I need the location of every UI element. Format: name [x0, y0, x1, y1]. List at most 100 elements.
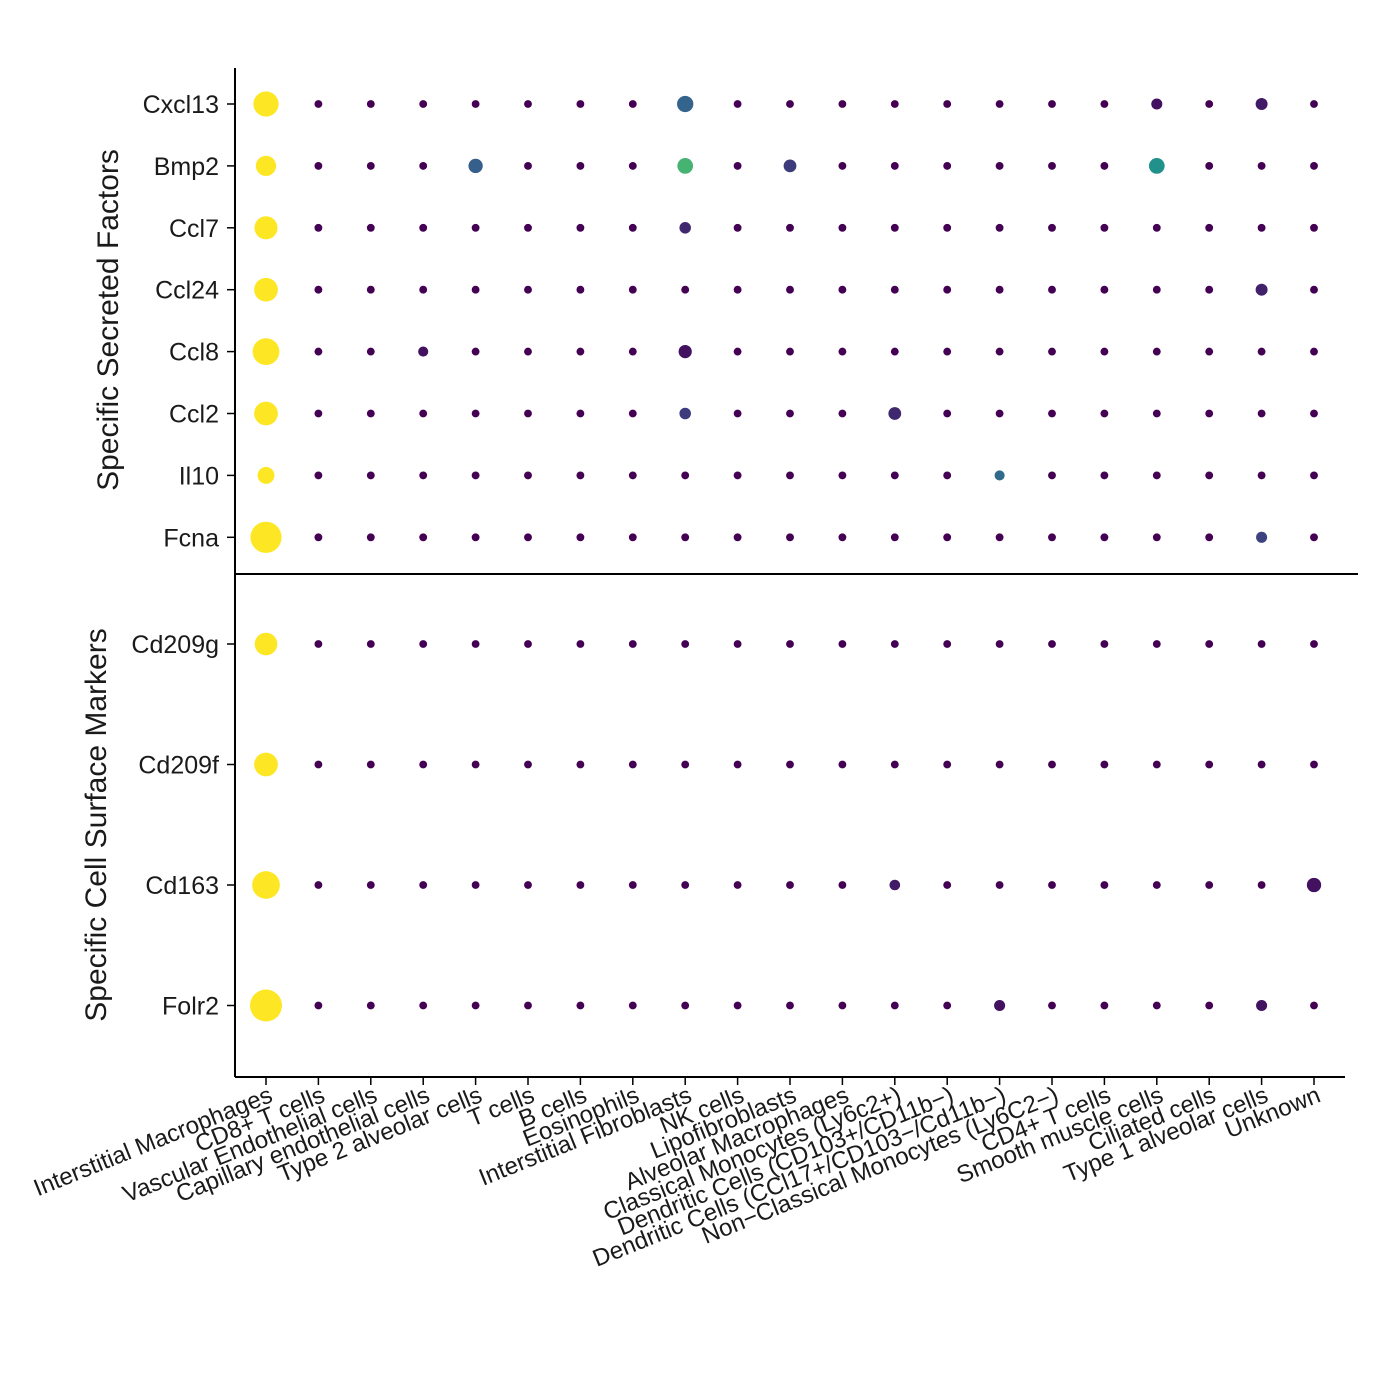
dot-ccl2-13 — [943, 409, 952, 418]
dot-cxcl13-10 — [786, 100, 794, 108]
axes — [227, 68, 1358, 1085]
dot-ccl8-17 — [1152, 347, 1161, 356]
dot-ccl2-18 — [1205, 409, 1214, 418]
dot-cd163-5 — [524, 881, 532, 889]
dot-cd209g-1 — [314, 640, 323, 648]
dot-ccl2-9 — [733, 409, 742, 418]
dot-cd209f-10 — [786, 760, 794, 769]
dot-cd209g-18 — [1205, 640, 1214, 648]
dot-ccl2-4 — [471, 409, 480, 418]
dot-cd163-19 — [1257, 881, 1266, 889]
dot-il10-13 — [943, 471, 952, 480]
dot-cd209f-1 — [314, 760, 323, 769]
dot-cd209f-8 — [681, 760, 690, 769]
dot-cxcl13-11 — [838, 100, 847, 108]
dot-ccl24-4 — [471, 285, 480, 294]
dot-folr2-5 — [524, 1001, 532, 1010]
dot-ccl7-12 — [890, 223, 899, 232]
dot-folr2-10 — [786, 1001, 794, 1010]
dot-ccl7-4 — [471, 223, 480, 232]
dot-cd209f-19 — [1257, 760, 1266, 769]
dot-ccl8-2 — [366, 347, 375, 356]
dot-fcna-5 — [524, 533, 532, 542]
dot-ccl24-16 — [1100, 285, 1109, 294]
dot-il10-4 — [471, 471, 480, 480]
dot-ccl24-2 — [366, 285, 375, 294]
dot-il10-15 — [1048, 471, 1056, 480]
dot-cxcl13-5 — [524, 100, 532, 108]
dot-ccl7-2 — [366, 223, 375, 232]
dot-bmp2-11 — [838, 161, 847, 170]
dot-cd209f-4 — [471, 760, 480, 769]
dot-cxcl13-4 — [471, 100, 480, 108]
dot-ccl24-6 — [576, 285, 585, 294]
dot-cxcl13-14 — [995, 100, 1004, 108]
dot-ccl7-6 — [576, 223, 585, 232]
dot-ccl8-7 — [628, 347, 637, 356]
dot-ccl24-1 — [314, 285, 323, 294]
dot-il10-11 — [838, 471, 847, 480]
dot-ccl7-18 — [1205, 223, 1214, 232]
dot-cxcl13-1 — [314, 100, 323, 108]
dot-bmp2-9 — [733, 161, 742, 170]
dot-fcna-7 — [628, 533, 637, 542]
dot-ccl24-8 — [681, 285, 690, 294]
dot-fcna-6 — [576, 533, 585, 542]
dot-bmp2-18 — [1205, 161, 1214, 170]
dot-cd163-6 — [576, 881, 585, 889]
y-axis-title-secreted: Specific Secreted Factors — [92, 149, 125, 491]
dot-folr2-16 — [1100, 1001, 1109, 1010]
y-tick-label-cxcl13: Cxcl13 — [143, 91, 219, 119]
dot-fcna-4 — [471, 533, 480, 542]
dot-fcna-3 — [419, 533, 428, 542]
dot-ccl8-0 — [252, 338, 280, 365]
dot-cd209f-15 — [1048, 760, 1056, 769]
dot-cd209f-13 — [943, 760, 952, 769]
dot-bmp2-19 — [1257, 161, 1266, 170]
dot-ccl7-17 — [1152, 223, 1161, 232]
dot-cd209g-17 — [1152, 640, 1161, 648]
dot-il10-17 — [1152, 471, 1161, 480]
dot-folr2-8 — [681, 1001, 690, 1010]
dot-ccl8-9 — [733, 347, 742, 356]
dot-cxcl13-16 — [1100, 100, 1109, 108]
dot-cd209g-15 — [1048, 640, 1056, 648]
dot-il10-5 — [524, 471, 532, 480]
dot-cd209f-3 — [419, 760, 428, 769]
dot-fcna-9 — [733, 533, 742, 542]
dot-ccl24-10 — [786, 285, 794, 294]
dot-cd163-14 — [995, 881, 1004, 889]
dot-cd209g-13 — [943, 640, 952, 648]
dot-ccl8-6 — [576, 347, 585, 356]
dot-il10-10 — [786, 471, 794, 480]
dot-cd209g-7 — [628, 640, 637, 648]
dot-ccl24-9 — [733, 285, 742, 294]
dot-fcna-15 — [1048, 533, 1056, 542]
dot-ccl24-0 — [254, 277, 278, 302]
dot-ccl7-0 — [254, 216, 278, 240]
dot-ccl24-17 — [1152, 285, 1161, 294]
dot-ccl2-14 — [995, 409, 1004, 418]
dot-cxcl13-6 — [576, 100, 585, 108]
dot-cxcl13-12 — [890, 100, 899, 108]
dot-ccl8-14 — [995, 347, 1004, 356]
dot-ccl8-10 — [786, 347, 794, 356]
dot-ccl24-11 — [838, 285, 847, 294]
dot-cd209g-11 — [838, 640, 847, 648]
dot-bmp2-0 — [255, 155, 277, 177]
dot-ccl8-16 — [1100, 347, 1109, 356]
dot-folr2-20 — [1310, 1001, 1318, 1010]
dot-il10-14 — [994, 470, 1005, 481]
dot-ccl7-5 — [524, 223, 532, 232]
dot-ccl2-7 — [628, 409, 637, 418]
dot-folr2-9 — [733, 1001, 742, 1010]
y-tick-label-ccl2: Ccl2 — [169, 401, 219, 429]
dot-folr2-7 — [628, 1001, 637, 1010]
dot-ccl2-8 — [679, 407, 691, 420]
dot-bmp2-13 — [943, 161, 952, 170]
dot-il10-19 — [1257, 471, 1266, 480]
dot-folr2-17 — [1152, 1001, 1161, 1010]
dot-ccl7-3 — [419, 223, 428, 232]
dot-cxcl13-17 — [1151, 98, 1163, 110]
